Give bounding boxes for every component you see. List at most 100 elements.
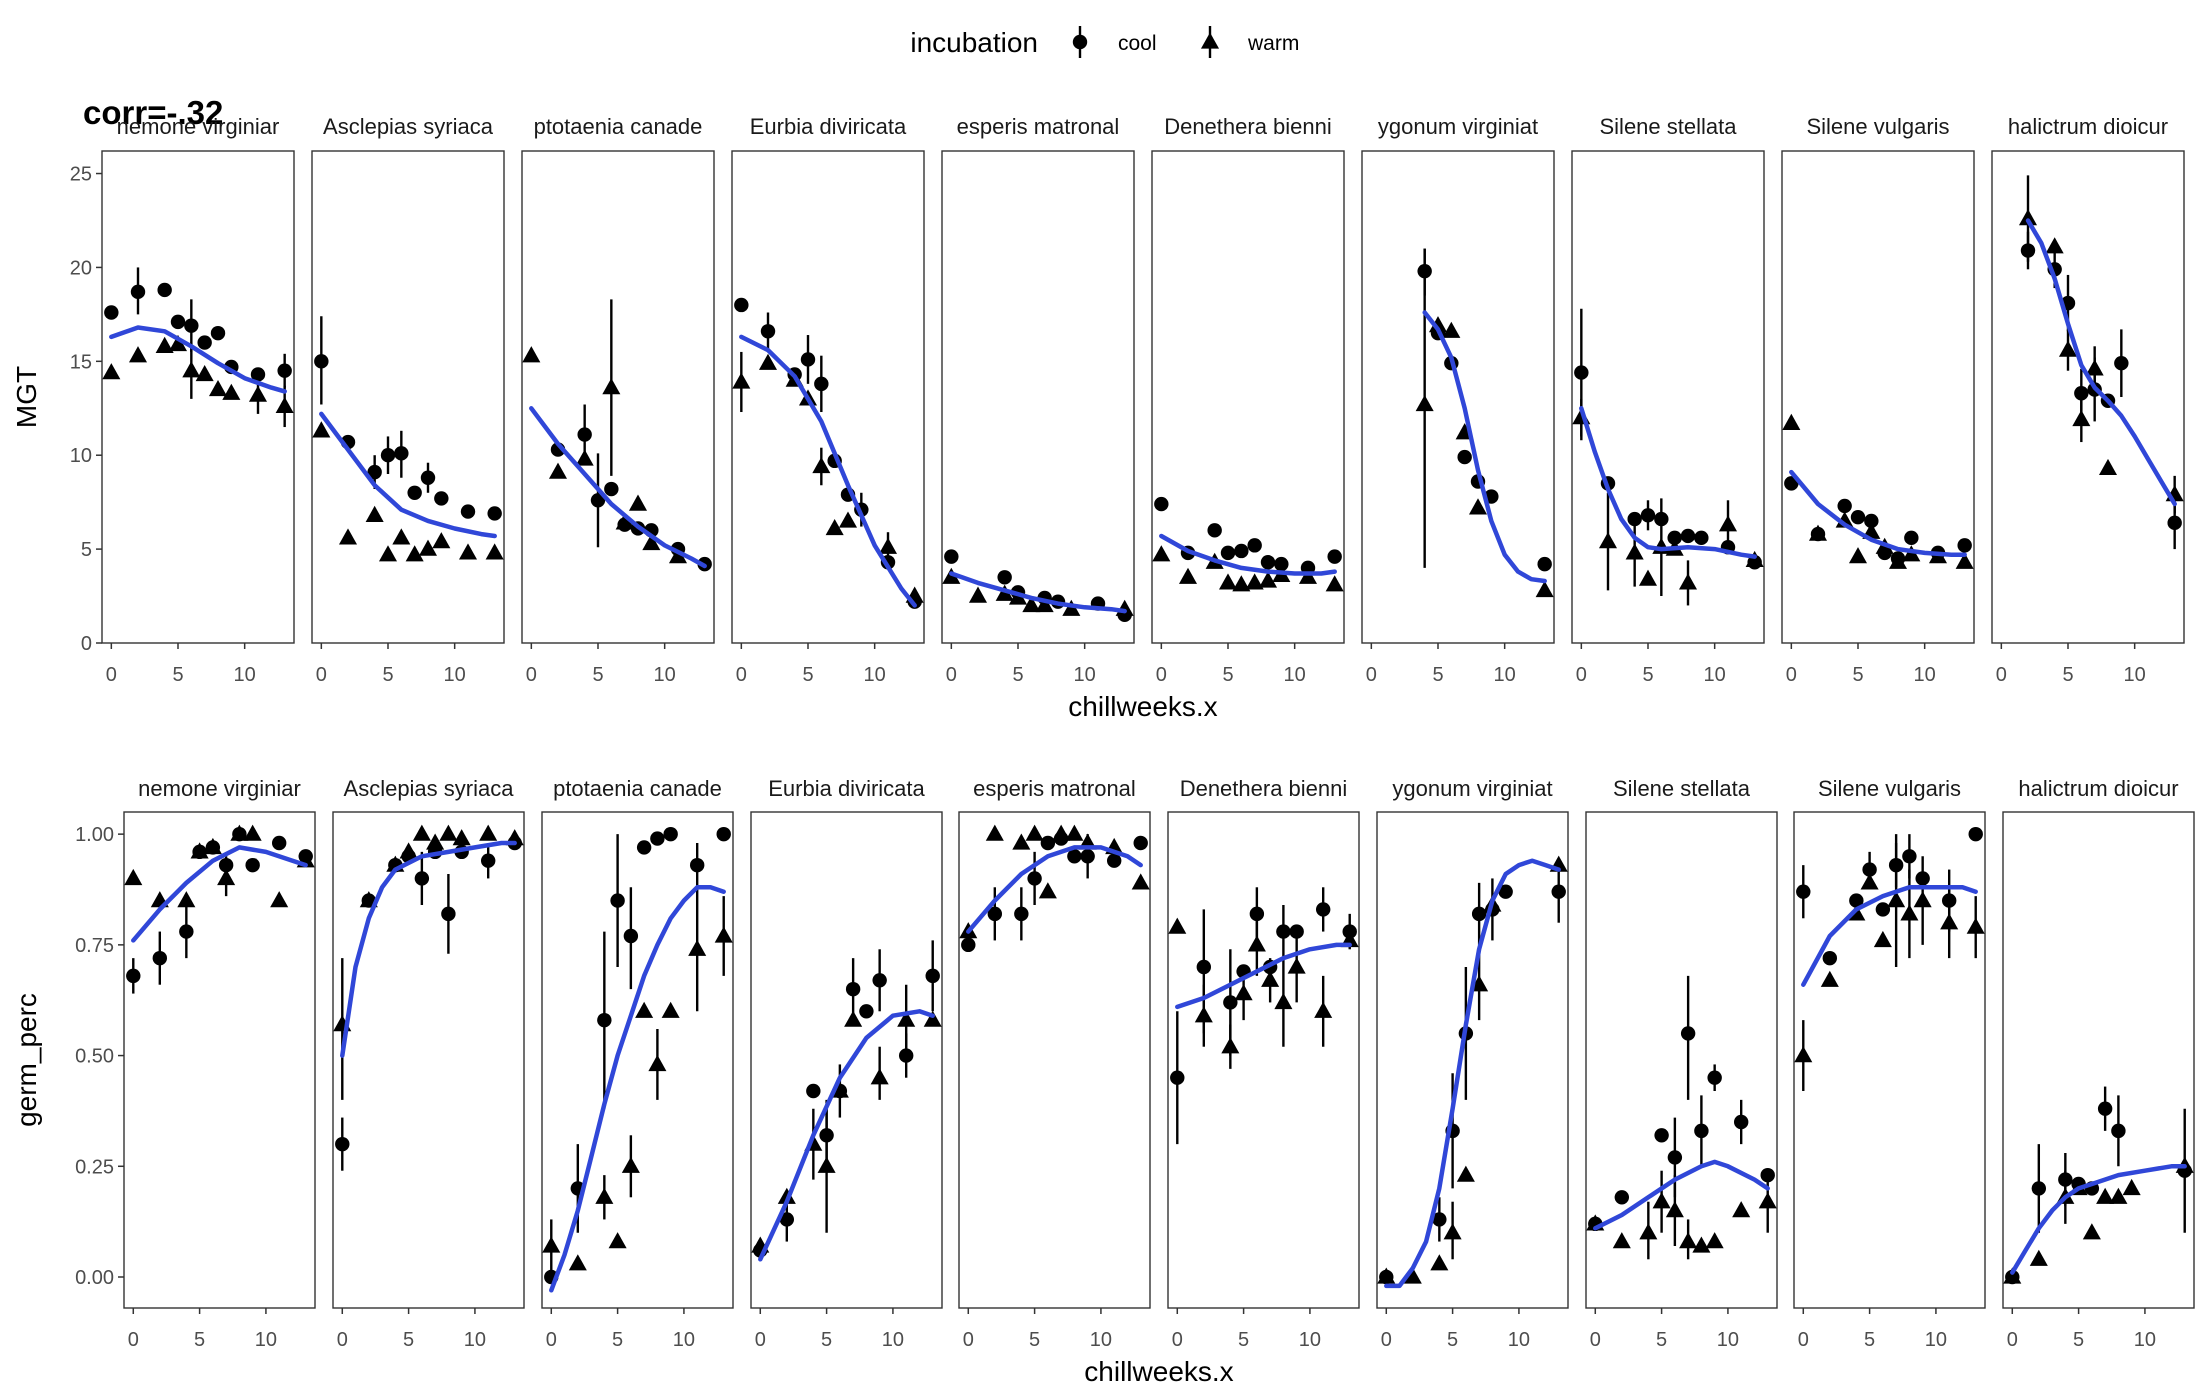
warm-point [1178, 567, 1198, 584]
x-tick-label: 0 [337, 1329, 348, 1351]
warm-point [1377, 1267, 1396, 1284]
warm-point [418, 539, 438, 556]
cool-point [987, 906, 1003, 922]
y-axis-title: germ_perc [11, 993, 42, 1127]
warm-point [124, 868, 143, 886]
x-tick-label: 0 [1576, 664, 1587, 686]
warm-point [542, 1236, 561, 1253]
cool-point [2167, 515, 2182, 531]
facet-panel: Asclepias syriaca 0 5 10 [332, 776, 525, 1351]
x-tick-label: 10 [1284, 664, 1306, 686]
warm-point [208, 379, 228, 397]
cool-point [152, 950, 168, 966]
facet-panel: Denethera bienni 0 5 10 [1167, 776, 1360, 1351]
facet-strip-title: ptotaenia canade [553, 776, 722, 801]
legend-key-circle [1072, 34, 1088, 50]
cool-point [1249, 906, 1265, 922]
panel-border [1361, 150, 1555, 644]
cool-point [1694, 530, 1709, 546]
cool-point [1667, 1150, 1683, 1165]
x-tick-label: 5 [172, 664, 183, 686]
facet-panel: ptotaenia canade 0 5 10 [521, 114, 715, 686]
cool-point [925, 968, 940, 984]
cool-point [407, 485, 422, 500]
warm-point [1428, 316, 1448, 333]
warm-point [575, 449, 594, 466]
warm-point [2096, 1187, 2115, 1204]
facet-strip-title: Silene vulgaris [1806, 114, 1949, 139]
warm-point [195, 364, 214, 382]
correlation-annotation: corr=-.32 [83, 94, 223, 131]
x-tick-label: 0 [128, 1329, 139, 1351]
cool-point [845, 981, 861, 997]
warm-point [2082, 1223, 2101, 1240]
legend-label: cool [1118, 32, 1157, 55]
facet-strip-title: esperis matronal [973, 776, 1136, 801]
warm-point [1887, 891, 1906, 908]
facet-strip-title: ygonum virginiat [1378, 114, 1538, 139]
cool-point [716, 826, 731, 842]
cool-point [179, 924, 194, 939]
x-tick-label: 10 [464, 1329, 486, 1351]
cool-point [441, 906, 456, 922]
warm-point [844, 1010, 863, 1027]
cool-point [2111, 1123, 2126, 1139]
warm-point [548, 462, 568, 479]
warm-point [2003, 1267, 2022, 1284]
facet-strip-title: nemone virginiar [138, 776, 301, 801]
warm-point [1598, 532, 1618, 549]
cool-point [1234, 543, 1249, 559]
cool-point [1170, 1070, 1185, 1085]
cool-point [126, 968, 141, 984]
warm-point [2058, 340, 2078, 357]
warm-point [1820, 970, 1839, 987]
cool-point [819, 1128, 834, 1143]
warm-point [2109, 1187, 2128, 1204]
cool-point [800, 352, 816, 367]
cool-point [961, 937, 976, 953]
warm-point [1218, 573, 1238, 590]
warm-point [452, 829, 471, 846]
smooth-fit-line [1789, 469, 1967, 557]
cool-point [859, 1004, 874, 1019]
warm-point [568, 1254, 587, 1271]
warm-point [2045, 237, 2064, 254]
cool-point [1850, 509, 1866, 525]
smooth-fit-line [109, 325, 287, 394]
panel-border [521, 150, 715, 644]
warm-point [1652, 1192, 1671, 1209]
cool-point [590, 493, 606, 508]
x-tick-label: 0 [1366, 664, 1377, 686]
facet-strip-title: halictrum dioicur [2008, 114, 2168, 139]
facet-panel: halictrum dioicur 0 5 10 [1991, 114, 2185, 686]
cool-point [814, 376, 829, 392]
cool-point [2074, 386, 2089, 401]
x-tick-label: 0 [736, 664, 747, 686]
cool-point [1667, 530, 1682, 546]
cool-point [779, 1212, 795, 1227]
warm-point [102, 363, 121, 380]
facet-panel: esperis matronal 0 5 10 [958, 776, 1151, 1351]
warm-point [1221, 1037, 1240, 1054]
cool-point [210, 325, 226, 341]
cool-point [1027, 871, 1042, 886]
cool-point [1274, 556, 1289, 572]
warm-point [182, 361, 201, 378]
warm-point [1131, 873, 1150, 890]
warm-point [758, 353, 778, 370]
panel-border [1167, 811, 1360, 1309]
facet-panel: ygonum virginiat 0 5 10 [1376, 776, 1569, 1351]
warm-point [1955, 552, 1974, 569]
cool-point [1223, 995, 1238, 1010]
cool-point [1941, 893, 1957, 908]
x-tick-label: 0 [1786, 664, 1797, 686]
facet-panel: Silene vulgaris 0 5 10 [1781, 114, 1975, 686]
x-tick-label: 0 [963, 1329, 974, 1351]
warm-point [1298, 567, 1318, 584]
cool-point [1707, 1070, 1722, 1085]
y-tick-label: 5 [81, 539, 92, 561]
panel-border [1781, 150, 1975, 644]
x-tick-label: 0 [946, 664, 957, 686]
warm-point [812, 456, 831, 474]
